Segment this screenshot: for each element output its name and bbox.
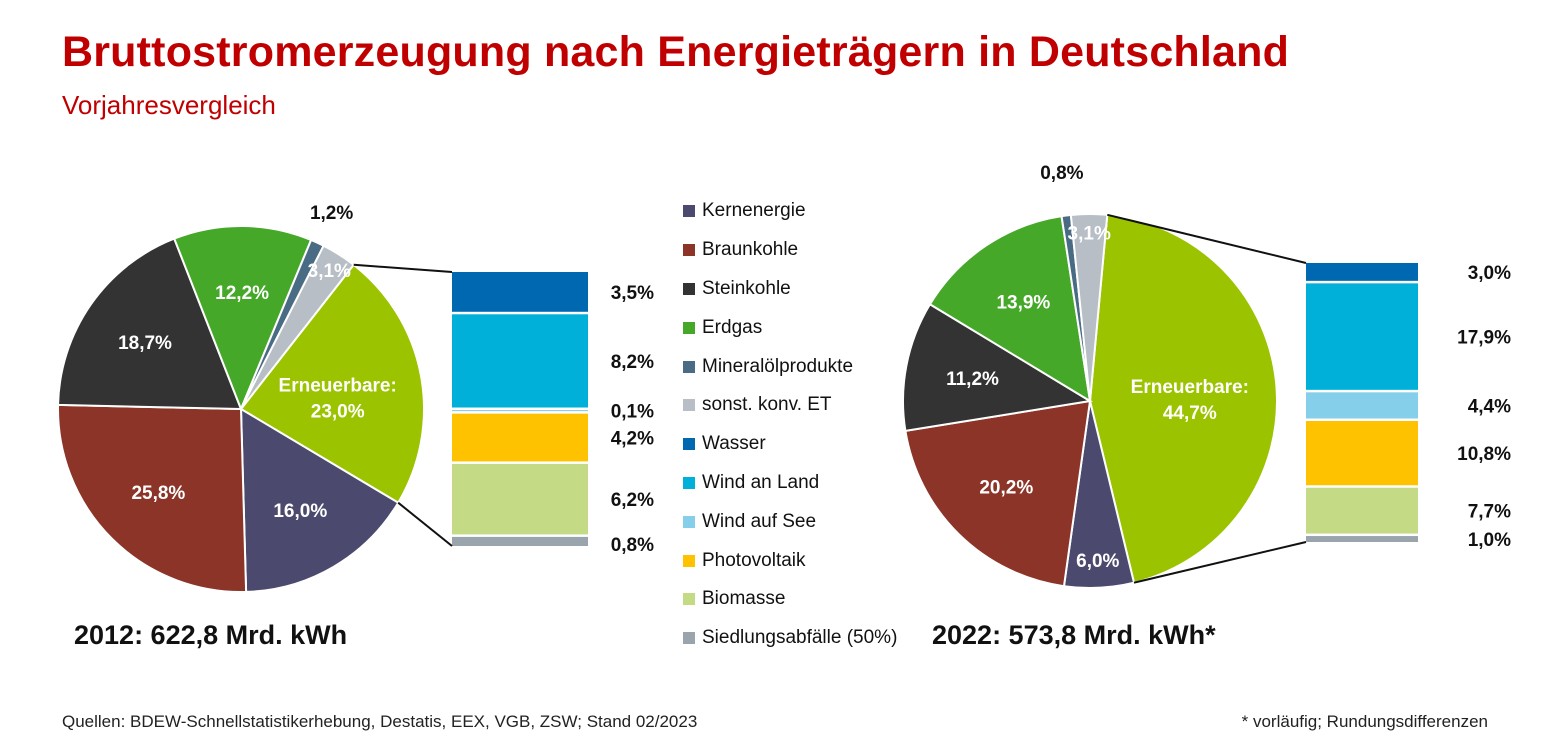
breakdown-bar-wasser [1306, 263, 1418, 281]
chart-subtitle: Vorjahresvergleich [62, 90, 276, 120]
legend-item: Kernenergie [683, 192, 897, 231]
legend-label: Erdgas [702, 316, 763, 338]
breakdown-label-photovoltaik: 4,2% [611, 429, 654, 450]
source-note: Quellen: BDEW-Schnellstatistikerhebung, … [62, 712, 698, 731]
legend-swatch [683, 632, 695, 645]
legend-swatch [683, 321, 695, 334]
legend-item: Siedlungsabfälle (50%) [683, 619, 897, 658]
legend-label: Wind auf See [702, 510, 817, 532]
breakdown-bar-wind-auf-see [452, 410, 588, 412]
slice-label-kernenergie: 6,0% [1076, 551, 1119, 572]
legend-swatch [683, 282, 695, 295]
legend-label: Mineralölprodukte [702, 355, 854, 377]
legend-label: sonst. konv. ET [702, 394, 832, 416]
legend-swatch [683, 205, 695, 218]
breakdown-label-wind-an-land: 17,9% [1457, 328, 1511, 349]
pie-slice-braunkohle [57, 403, 248, 593]
legend-item: Wasser [683, 425, 897, 464]
pie-slice-kernenergie [239, 407, 400, 593]
legend-label: Kernenergie [702, 200, 806, 222]
breakdown-bar-biomasse [1306, 487, 1418, 534]
breakdown-label-wasser: 3,0% [1468, 263, 1511, 284]
breakdown-label-wind-an-land: 8,2% [611, 352, 654, 373]
pie-slice-sonst-konv-et [1069, 213, 1109, 402]
legend-swatch [683, 554, 695, 567]
breakdown-bar-wind-an-land [452, 314, 588, 408]
legend-item: Mineralölprodukte [683, 347, 897, 386]
slice-label-sonst-konv-et: 3,1% [1068, 224, 1111, 245]
legend-label: Braunkohle [702, 239, 799, 261]
legend-item: Wind auf See [683, 502, 897, 541]
legend-item: Erdgas [683, 308, 897, 347]
pie-slice-steinkohle [57, 237, 243, 411]
breakdown-label-biomasse: 6,2% [611, 490, 654, 511]
slice-label-steinkohle: 18,7% [118, 333, 172, 354]
breakdown-bar-biomasse [452, 463, 588, 535]
slice-label-steinkohle: 11,2% [946, 369, 999, 390]
legend-item: Biomasse [683, 580, 897, 619]
legend-swatch [683, 399, 695, 412]
legend-item: Photovoltaik [683, 541, 897, 580]
pie-slice-steinkohle [902, 302, 1093, 433]
footnote: * vorläufig; Rundungsdifferenzen [1241, 712, 1488, 731]
legend-swatch [683, 438, 695, 451]
slice-label-sonst-konv-et: 3,1% [308, 261, 351, 282]
breakdown-bar-photovoltaik [1306, 421, 1418, 486]
connector-line-bottom [1133, 541, 1307, 584]
breakdown-label-wind-auf-see: 0,1% [611, 402, 654, 423]
slice-label-mineral-lprodukte: 1,2% [310, 203, 353, 224]
slice-label-erdgas: 12,2% [215, 283, 269, 304]
breakdown-label-siedlungsabf-lle-50: 1,0% [1468, 530, 1511, 551]
total-2012: 2012: 622,8 Mrd. kWh [74, 620, 348, 650]
pie-slice-erdgas [928, 215, 1092, 403]
pie-slice-braunkohle [904, 399, 1092, 588]
slice-label-erneuerbare: Erneuerbare: 44,7% [1131, 377, 1249, 424]
legend-swatch [683, 476, 695, 489]
breakdown-label-biomasse: 7,7% [1468, 502, 1511, 523]
legend-label: Wind an Land [702, 471, 820, 493]
breakdown-bar-wind-an-land [1306, 283, 1418, 390]
pie-slice-sonst-konv-et [240, 244, 356, 410]
slice-label-mineral-lprodukte: 0,8% [1040, 163, 1083, 184]
legend-item: Wind an Land [683, 464, 897, 503]
legend-swatch [683, 515, 695, 528]
legend-label: Biomasse [702, 588, 786, 610]
legend-label: Photovoltaik [702, 549, 806, 571]
breakdown-label-wind-auf-see: 4,4% [1468, 396, 1511, 417]
breakdown-bar-wasser [452, 272, 588, 312]
breakdown-bar-wind-auf-see [1306, 392, 1418, 419]
breakdown-bar-siedlungsabf-lle-50 [452, 536, 588, 546]
slice-label-erdgas: 13,9% [996, 293, 1050, 314]
pie-slice-erneuerbare [1088, 213, 1278, 584]
legend-swatch [683, 593, 695, 606]
slice-label-braunkohle: 25,8% [131, 483, 185, 504]
slice-label-braunkohle: 20,2% [979, 478, 1033, 499]
legend-item: Braunkohle [683, 231, 897, 270]
legend-item: Steinkohle [683, 270, 897, 309]
breakdown-label-photovoltaik: 10,8% [1457, 444, 1511, 465]
connector-line-top [353, 263, 453, 273]
legend-swatch [683, 360, 695, 373]
legend-label: Steinkohle [702, 277, 791, 299]
pie-slice-erneuerbare [239, 263, 425, 505]
connector-line-bottom [397, 501, 453, 547]
total-2022: 2022: 573,8 Mrd. kWh* [932, 620, 1216, 650]
slice-label-kernenergie: 16,0% [273, 501, 327, 522]
pie-slice-erdgas [172, 225, 313, 412]
breakdown-bar-siedlungsabf-lle-50 [1306, 536, 1418, 542]
legend-label: Siedlungsabfälle (50%) [702, 627, 898, 649]
chart-title: Bruttostromerzeugung nach Energieträgern… [62, 28, 1290, 76]
breakdown-label-wasser: 3,5% [611, 283, 654, 304]
breakdown-bar-photovoltaik [452, 413, 588, 462]
legend-swatch [683, 244, 695, 257]
legend-item: sonst. konv. ET [683, 386, 897, 425]
breakdown-label-siedlungsabf-lle-50: 0,8% [611, 535, 654, 556]
slice-label-erneuerbare: Erneuerbare: 23,0% [279, 376, 397, 423]
legend: Kernenergie Braunkohle Steinkohle Erdgas… [683, 192, 897, 658]
legend-label: Wasser [702, 433, 766, 455]
connector-line-top [1107, 213, 1307, 264]
